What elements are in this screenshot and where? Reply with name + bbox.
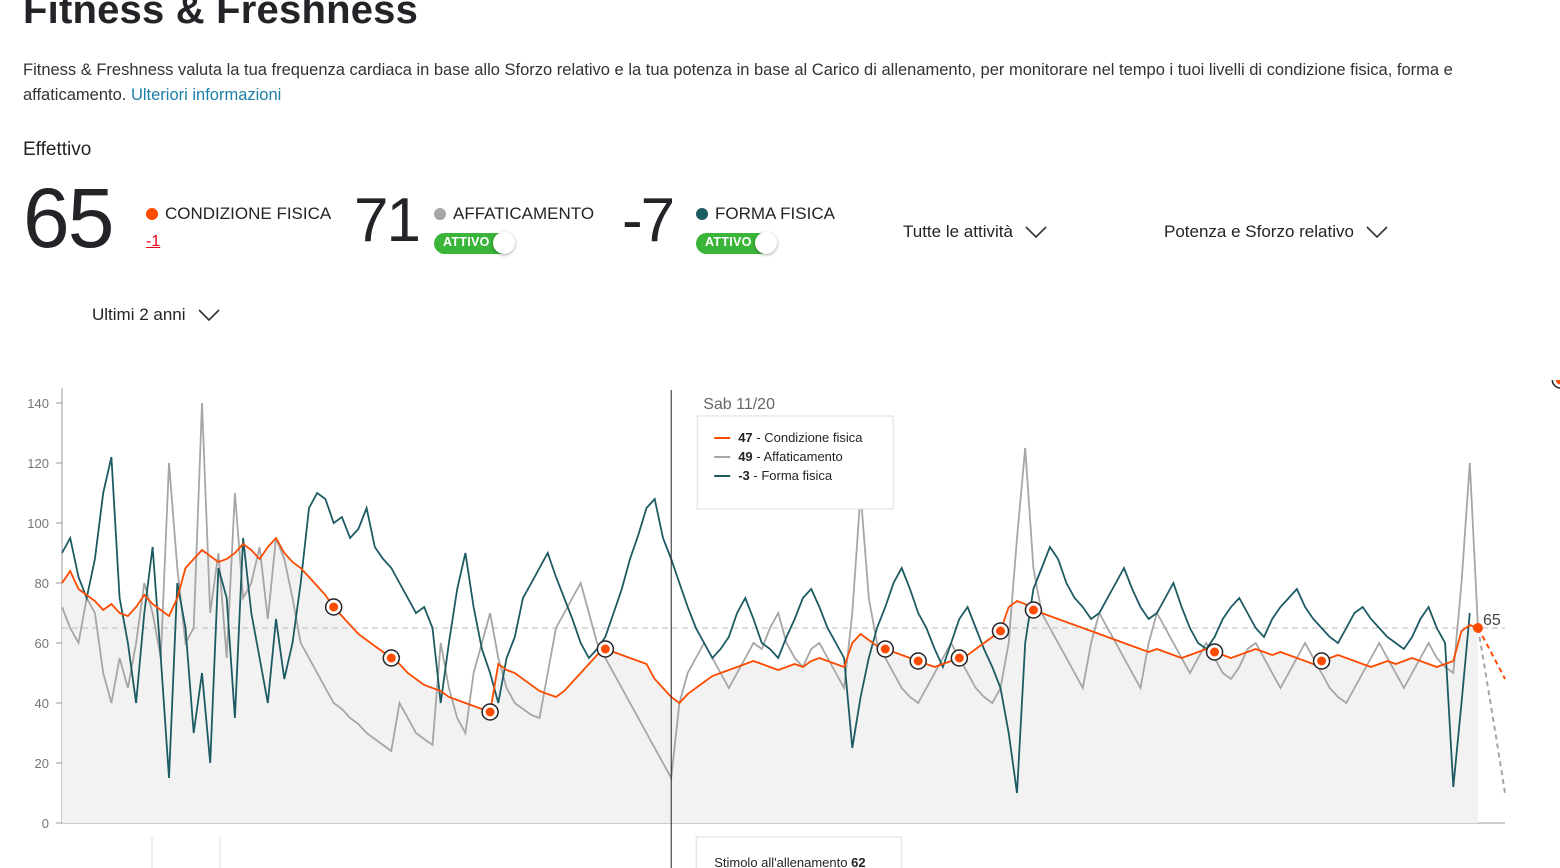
form-value: -7	[622, 186, 675, 255]
form-label-text: FORMA FISICA	[715, 204, 835, 223]
training-stimulus-box: Stimolo all'allenamento 62	[695, 836, 902, 868]
description-text: Fitness & Freshness valuta la tua freque…	[23, 61, 1453, 104]
fitness-dot-icon	[146, 208, 158, 220]
form-line	[61, 456, 1471, 794]
form-dot-icon	[696, 208, 708, 220]
chevron-down-icon	[1025, 226, 1047, 239]
activity-markers[interactable]	[324, 380, 1560, 721]
chevron-down-icon	[1366, 226, 1388, 239]
activity-marker[interactable]	[481, 703, 499, 721]
fatigue-dot-icon	[434, 208, 446, 220]
fatigue-toggle-knob	[493, 232, 515, 254]
activity-marker[interactable]	[324, 598, 343, 616]
y-tick-label: 120	[27, 456, 49, 471]
fitness-label: CONDIZIONE FISICA	[146, 204, 331, 224]
current-fitness-dot	[1473, 623, 1483, 633]
form-toggle-label: ATTIVO	[705, 235, 752, 249]
range-dropdown-label: Ultimi 2 anni	[92, 305, 186, 324]
fatigue-toggle[interactable]: ATTIVO	[434, 232, 515, 254]
fatigue-line	[61, 402, 1479, 781]
form-toggle[interactable]: ATTIVO	[696, 232, 777, 254]
fatigue-tooltip-row: 49 - Affaticamento	[738, 449, 843, 464]
projection-lines	[1477, 627, 1506, 794]
form-toggle-knob	[755, 232, 777, 254]
fitness-projection	[1477, 627, 1506, 680]
fitness-delta[interactable]: -1	[146, 233, 161, 250]
fitness-label-text: CONDIZIONE FISICA	[165, 204, 332, 223]
activity-marker[interactable]	[1205, 643, 1224, 661]
form-tooltip-row: -3 - Forma fisica	[738, 468, 833, 483]
activity-marker[interactable]	[1024, 601, 1043, 619]
tooltip-date: Sab 11/20	[703, 396, 775, 413]
activity-marker[interactable]	[876, 640, 895, 658]
form-label: FORMA FISICA	[696, 204, 835, 224]
chevron-down-icon	[197, 309, 220, 322]
fatigue-value: 71	[354, 186, 421, 255]
y-tick-label: 60	[35, 636, 49, 651]
fatigue-toggle-label: ATTIVO	[443, 235, 490, 249]
fitness-line	[61, 536, 1479, 714]
y-tick-label: 40	[35, 696, 49, 711]
activity-marker[interactable]	[382, 649, 401, 667]
activity-marker[interactable]	[596, 640, 615, 658]
learn-more-link[interactable]: Ulteriori informazioni	[130, 86, 282, 104]
source-dropdown[interactable]: Potenza e Sforzo relativo	[1164, 222, 1388, 242]
section-label: Effettivo	[23, 139, 92, 160]
activities-dropdown[interactable]: Tutte le attività	[903, 222, 1047, 242]
training-stimulus-text: Stimolo all'allenamento 62	[714, 855, 865, 868]
activity-marker[interactable]	[1551, 380, 1560, 389]
activity-marker[interactable]	[1312, 652, 1331, 670]
activities-dropdown-label: Tutte le attività	[903, 222, 1013, 241]
activity-marker[interactable]	[991, 622, 1010, 640]
page-description: Fitness & Freshness valuta la tua freque…	[23, 58, 1543, 108]
y-tick-label: 20	[35, 756, 49, 771]
y-tick-label: 0	[42, 816, 49, 831]
page-title: Fitness & Freshness	[23, 0, 419, 32]
source-dropdown-label: Potenza e Sforzo relativo	[1164, 222, 1354, 241]
fatigue-label-text: AFFATICAMENTO	[453, 204, 595, 223]
y-tick-label: 80	[35, 576, 49, 591]
fitness-tooltip-row: 47 - Condizione fisica	[738, 430, 863, 445]
current-fitness-label: 65	[1483, 612, 1501, 629]
fitness-area	[62, 538, 1478, 823]
y-tick-label: 140	[27, 396, 49, 411]
fatigue-label: AFFATICAMENTO	[434, 204, 594, 224]
y-tick-label: 100	[27, 516, 49, 531]
fitness-value: 65	[23, 171, 114, 265]
tooltip-box: 47 - Condizione fisica 49 - Affaticamento…	[696, 415, 894, 510]
activity-marker[interactable]	[909, 652, 927, 670]
range-dropdown[interactable]: Ultimi 2 anni	[92, 305, 220, 325]
fatigue-projection	[1477, 627, 1506, 794]
fitness-freshness-chart[interactable]: 140 120 100 80 60 40 20 0 Sab 11/20 47 - Condiz…	[0, 380, 1560, 868]
activity-marker[interactable]	[950, 649, 969, 667]
